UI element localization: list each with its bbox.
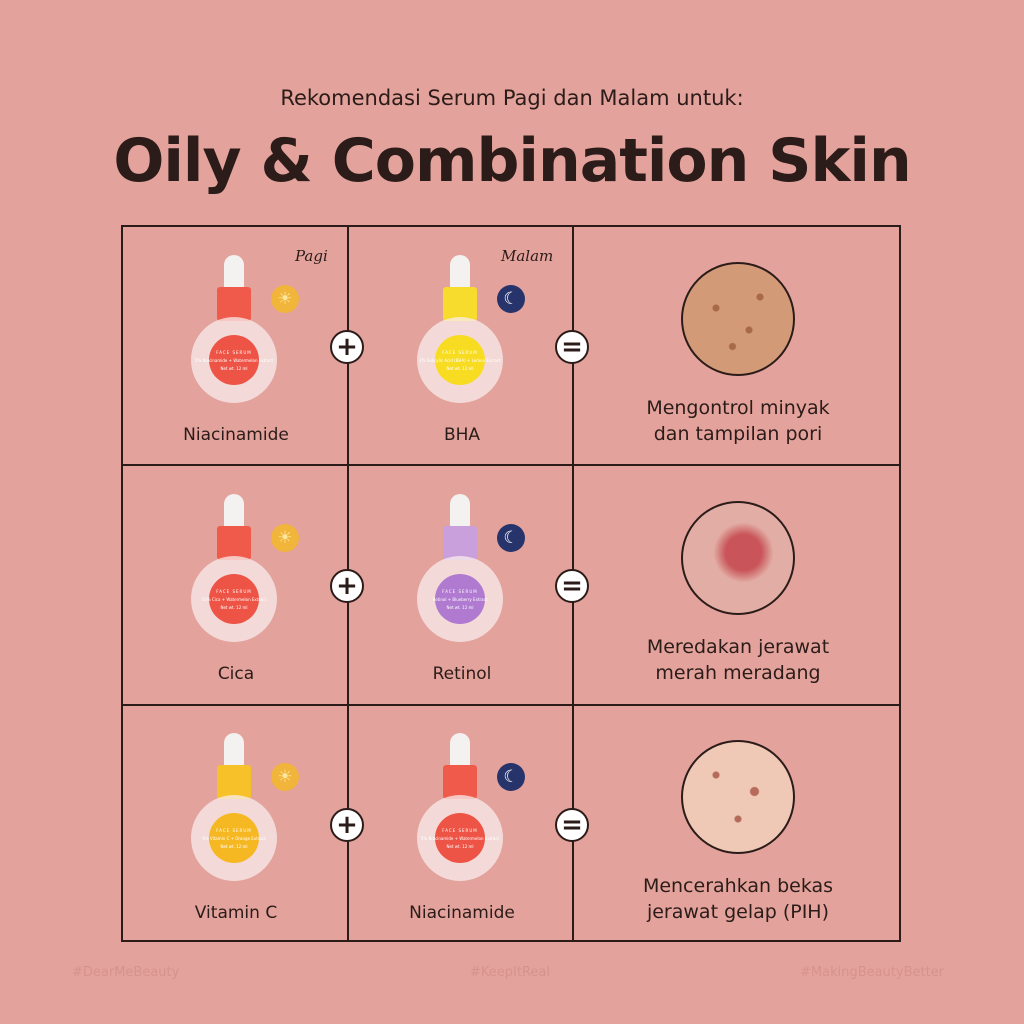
plus-icon: + — [330, 808, 364, 842]
label-brand: FACE SERUM — [442, 589, 478, 594]
result-line: jerawat gelap (PIH) — [646, 901, 830, 923]
label-volume: Net wt. 12 ml — [446, 605, 474, 610]
skin-closeup — [681, 501, 795, 615]
dropper — [224, 255, 244, 289]
label-ingredients: 5% Niacinamide + Watermelon Extract — [194, 358, 274, 363]
sun-icon: ☀ — [271, 285, 299, 313]
moon-icon: ☾ — [497, 763, 525, 791]
dropper — [224, 494, 244, 528]
dropper — [224, 733, 244, 767]
hashtag: #KeepItReal — [470, 965, 550, 980]
bottle-collar — [443, 287, 477, 321]
hashtag: #DearMeBeauty — [72, 965, 180, 980]
dropper — [450, 733, 470, 767]
hashtag: #MakingBeautyBetter — [800, 965, 945, 980]
plus-icon: + — [330, 330, 364, 364]
equals-icon: = — [555, 808, 589, 842]
page-title: Oily & Combination Skin — [113, 126, 911, 196]
result-text: Mengontrol minyak dan tampilan pori — [575, 395, 901, 447]
serum-bottle: FACE SERUM 5% Niacinamide + Watermelon E… — [415, 733, 505, 883]
bottle-collar — [217, 287, 251, 321]
label-ingredients: Retinol + Blueberry Extract — [432, 597, 488, 602]
label-brand: FACE SERUM — [216, 828, 252, 833]
morning-serum-name: Niacinamide — [183, 425, 289, 445]
serum-bottle: FACE SERUM 6% Vitamin C + Orange Extract… — [189, 733, 279, 883]
divider — [123, 464, 899, 466]
serum-bottle: FACE SERUM 2% Salicylic Acid (BHA) + Lem… — [415, 255, 505, 405]
result-line: Mencerahkan bekas — [642, 875, 834, 897]
divider — [123, 704, 899, 706]
label-ingredients: 6% Vitamin C + Orange Extract — [202, 836, 266, 841]
equals-icon: = — [555, 569, 589, 603]
plus-icon: + — [330, 569, 364, 603]
night-serum-name: Niacinamide — [409, 903, 515, 923]
label-volume: Net wt. 12 ml — [220, 605, 248, 610]
bottle-label — [209, 335, 259, 385]
morning-annotation: Pagi — [295, 247, 328, 265]
skin-closeup — [681, 740, 795, 854]
moon-icon: ☾ — [497, 524, 525, 552]
combination-row: FACE SERUM 10% Cica + Watermelon Extract… — [123, 466, 903, 705]
bottle-label — [209, 574, 259, 624]
morning-serum-name: Vitamin C — [194, 903, 278, 923]
dropper — [450, 255, 470, 289]
label-brand: FACE SERUM — [216, 589, 252, 594]
combination-row: FACE SERUM 6% Vitamin C + Orange Extract… — [123, 705, 903, 944]
label-volume: Net wt. 12 ml — [446, 366, 474, 371]
combination-row: FACE SERUM 5% Niacinamide + Watermelon E… — [123, 227, 903, 466]
bottle-collar — [443, 526, 477, 560]
label-brand: FACE SERUM — [442, 350, 478, 355]
moon-icon: ☾ — [497, 285, 525, 313]
night-annotation: Malam — [501, 247, 554, 265]
serum-grid: FACE SERUM 5% Niacinamide + Watermelon E… — [121, 225, 901, 942]
serum-bottle: FACE SERUM Retinol + Blueberry Extract N… — [415, 494, 505, 644]
result-text: Meredakan jerawat merah meradang — [575, 634, 901, 686]
bottle-collar — [217, 765, 251, 799]
result-line: Meredakan jerawat — [646, 636, 830, 658]
sun-icon: ☀ — [271, 524, 299, 552]
label-brand: FACE SERUM — [216, 350, 252, 355]
bottle-collar — [217, 526, 251, 560]
equals-icon: = — [555, 330, 589, 364]
serum-bottle: FACE SERUM 10% Cica + Watermelon Extract… — [189, 494, 279, 644]
label-volume: Net wt. 12 ml — [220, 844, 248, 849]
label-ingredients: 5% Niacinamide + Watermelon Extract — [420, 836, 500, 841]
dropper — [450, 494, 470, 528]
result-line: merah meradang — [655, 662, 821, 684]
bottle-collar — [443, 765, 477, 799]
night-serum-name: BHA — [443, 425, 481, 445]
bottle-label — [435, 813, 485, 863]
label-brand: FACE SERUM — [442, 828, 478, 833]
label-ingredients: 10% Cica + Watermelon Extract — [201, 597, 267, 602]
bottle-label — [435, 574, 485, 624]
skin-closeup — [681, 262, 795, 376]
label-ingredients: 2% Salicylic Acid (BHA) + Lemon Extract — [419, 358, 501, 363]
label-volume: Net wt. 12 ml — [446, 844, 474, 849]
night-serum-name: Retinol — [432, 664, 492, 684]
result-line: dan tampilan pori — [653, 423, 823, 445]
sun-icon: ☀ — [271, 763, 299, 791]
serum-bottle: FACE SERUM 5% Niacinamide + Watermelon E… — [189, 255, 279, 405]
morning-serum-name: Cica — [217, 664, 255, 684]
subtitle: Rekomendasi Serum Pagi dan Malam untuk: — [280, 86, 744, 110]
bottle-label — [435, 335, 485, 385]
label-volume: Net wt. 12 ml — [220, 366, 248, 371]
bottle-label — [209, 813, 259, 863]
result-text: Mencerahkan bekas jerawat gelap (PIH) — [575, 873, 901, 925]
result-line: Mengontrol minyak — [646, 397, 830, 419]
